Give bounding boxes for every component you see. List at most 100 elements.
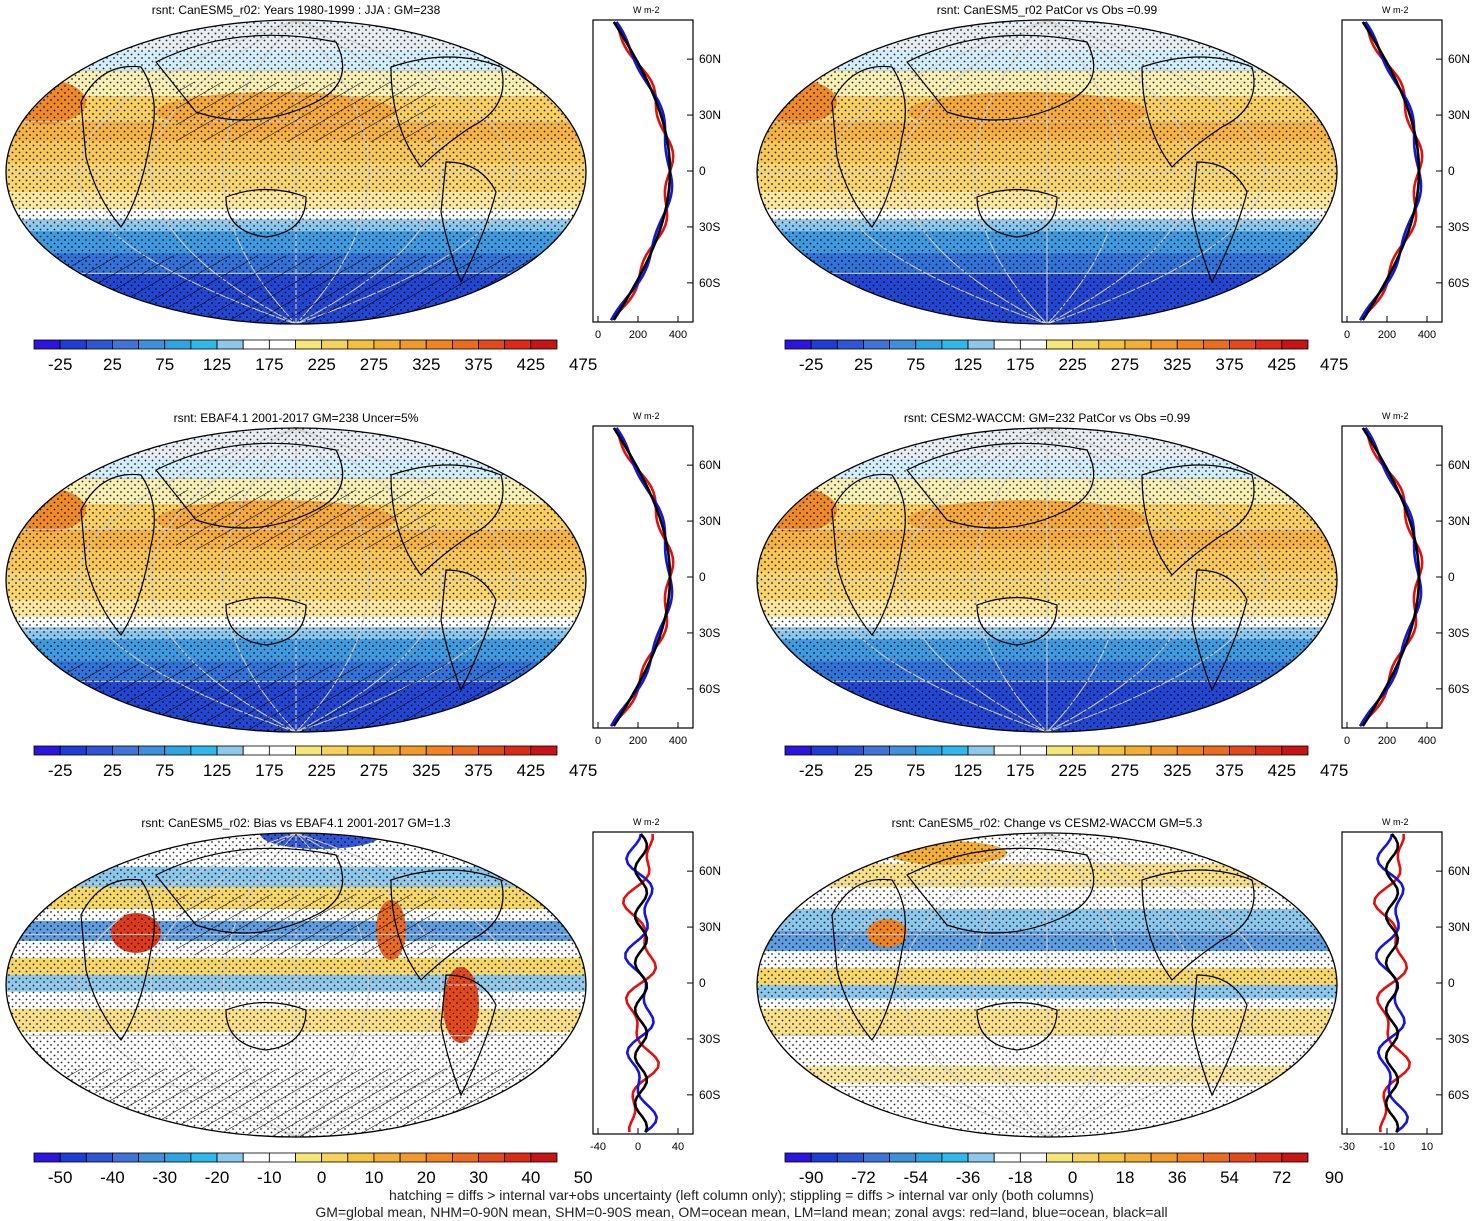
colorbar-swatch xyxy=(321,1152,349,1163)
colorbar-swatch xyxy=(451,339,479,350)
zonal-lat-label: 0 xyxy=(1448,976,1455,990)
colorbar-swatch xyxy=(112,745,139,756)
colorbar-tick-label: 275 xyxy=(1111,761,1139,780)
zonal-lat-label: 60N xyxy=(699,864,721,878)
colorbar-tick-label: 50 xyxy=(574,1168,593,1187)
colorbar-swatch xyxy=(33,745,61,756)
continent-outline xyxy=(440,569,497,692)
footer-line-2: GM=global mean, NHM=0-90N mean, SHM=0-90… xyxy=(315,1204,1168,1220)
stippling-overlay xyxy=(757,20,1337,324)
colorbar-swatch xyxy=(268,339,296,350)
colorbar-swatch xyxy=(1229,1152,1257,1163)
colorbar-tick-label: -30 xyxy=(152,1168,177,1187)
colorbar-swatch xyxy=(59,339,87,350)
continent-outline xyxy=(831,878,906,1042)
colorbar-swatch xyxy=(810,339,838,350)
colorbar-swatch xyxy=(85,339,113,350)
colorbar-swatch xyxy=(1281,1152,1309,1163)
zonal-lat-label: 0 xyxy=(1448,164,1455,178)
colorbar-swatch xyxy=(242,339,270,350)
region-greenland xyxy=(481,24,541,60)
colorbar-swatch xyxy=(1046,1152,1074,1163)
colorbar-swatch xyxy=(242,745,270,756)
zonal-lat-label: 60N xyxy=(699,458,721,472)
zonal-plot-5: 60N 30N 0 30S 60S W m-2 -40 0 40 xyxy=(590,817,721,1153)
colorbar-tick-label: 75 xyxy=(155,761,174,780)
map-border xyxy=(756,427,1338,733)
colorbar-swatch xyxy=(1046,745,1074,756)
colorbar-swatch xyxy=(784,1152,812,1163)
colorbar-swatch xyxy=(451,1152,479,1163)
colorbar-tick-label: 325 xyxy=(412,761,440,780)
colorbar-swatch xyxy=(1255,339,1283,350)
colorbar-swatch xyxy=(1098,1152,1126,1163)
zonal-curve-all xyxy=(633,833,649,1133)
colorbar-swatch xyxy=(85,745,113,756)
zonal-lat-label: 60N xyxy=(1448,458,1470,472)
colorbar-swatch xyxy=(530,339,558,350)
colorbar-tick-label: 30 xyxy=(469,1168,488,1187)
zonal-lat-label: 30N xyxy=(699,108,721,122)
colorbar-tick-label: -18 xyxy=(1008,1168,1033,1187)
colorbar-tick-label: 225 xyxy=(1058,761,1086,780)
colorbar-swatch xyxy=(1150,1152,1178,1163)
colorbar-swatch xyxy=(784,745,812,756)
colorbar-swatch xyxy=(810,1152,838,1163)
colorbar-swatch xyxy=(478,339,506,350)
colorbar-swatch xyxy=(425,745,453,756)
colorbar-tick-label: -40 xyxy=(100,1168,125,1187)
zonal-lat-label: 60S xyxy=(1448,682,1469,696)
colorbar-swatch xyxy=(1098,745,1126,756)
colorbar-swatch xyxy=(530,745,558,756)
colorbar-swatch xyxy=(242,1152,270,1163)
stippling-overlay xyxy=(757,428,1337,732)
continent-outline xyxy=(440,161,497,284)
map-panel-3 xyxy=(5,427,587,733)
continent-outline xyxy=(976,596,1058,646)
colorbar-swatch xyxy=(1255,1152,1283,1163)
continent-outline xyxy=(440,974,497,1097)
colorbar-swatch xyxy=(478,745,506,756)
colorbar-swatch xyxy=(863,339,891,350)
panel-5-title: rsnt: CanESM5_r02: Bias vs EBAF4.1 2001-… xyxy=(141,816,451,830)
colorbar-tick-label: 0 xyxy=(1068,1168,1077,1187)
colorbar-swatch xyxy=(1255,745,1283,756)
colorbar-swatch xyxy=(993,745,1021,756)
colorbar-swatch xyxy=(1019,1152,1047,1163)
colorbar-tick-label: 25 xyxy=(854,761,873,780)
colorbar-swatch xyxy=(1203,339,1230,350)
colorbar-swatch xyxy=(164,745,192,756)
zonal-x-tick-label: 200 xyxy=(1378,735,1396,747)
colorbar-tick-label: 275 xyxy=(360,761,388,780)
colorbar-swatch xyxy=(1072,1152,1100,1163)
colorbar-tick-label: 75 xyxy=(155,355,174,374)
continent-outline xyxy=(1141,56,1255,168)
colorbar-swatch xyxy=(478,1152,506,1163)
zonal-plot-4: 60N 30N 0 30S 60S W m-2 0 200 400 xyxy=(1341,411,1470,747)
colorbar-tick-label: 225 xyxy=(307,355,335,374)
zonal-curve-all xyxy=(1384,833,1400,1133)
colorbar-swatch xyxy=(59,745,87,756)
continent-outline xyxy=(906,34,1095,121)
colorbar-tick-label: -25 xyxy=(48,761,73,780)
colorbar-swatch xyxy=(1046,339,1074,350)
colorbar-tick-label: 425 xyxy=(517,761,545,780)
zonal-x-tick-label: 0 xyxy=(635,1141,641,1153)
colorbar-swatch xyxy=(138,745,166,756)
colorbar-swatch xyxy=(138,339,166,350)
zonal-x-tick-label: 0 xyxy=(1344,329,1350,341)
colorbar-4: -25 25 75 125 175 225 275 325 375 425 475 xyxy=(784,745,1348,780)
zonal-plot-1: 60N 30N 0 30S 60S W m-2 0 200 400 xyxy=(592,5,721,341)
colorbar-tick-label: 75 xyxy=(906,355,925,374)
zonal-x-tick-label: 40 xyxy=(672,1141,684,1153)
zonal-lat-label: 60S xyxy=(1448,1088,1469,1102)
zonal-unit-label: W m-2 xyxy=(633,5,660,15)
zonal-x-tick-label: 0 xyxy=(595,735,601,747)
zonal-lat-label: 60N xyxy=(1448,52,1470,66)
map-panel-6 xyxy=(756,832,1338,1138)
colorbar-swatch xyxy=(504,1152,532,1163)
colorbar-tick-label: 10 xyxy=(364,1168,383,1187)
colorbar-tick-label: 275 xyxy=(1111,355,1139,374)
colorbar-swatch xyxy=(373,339,401,350)
colorbar-swatch xyxy=(451,745,479,756)
